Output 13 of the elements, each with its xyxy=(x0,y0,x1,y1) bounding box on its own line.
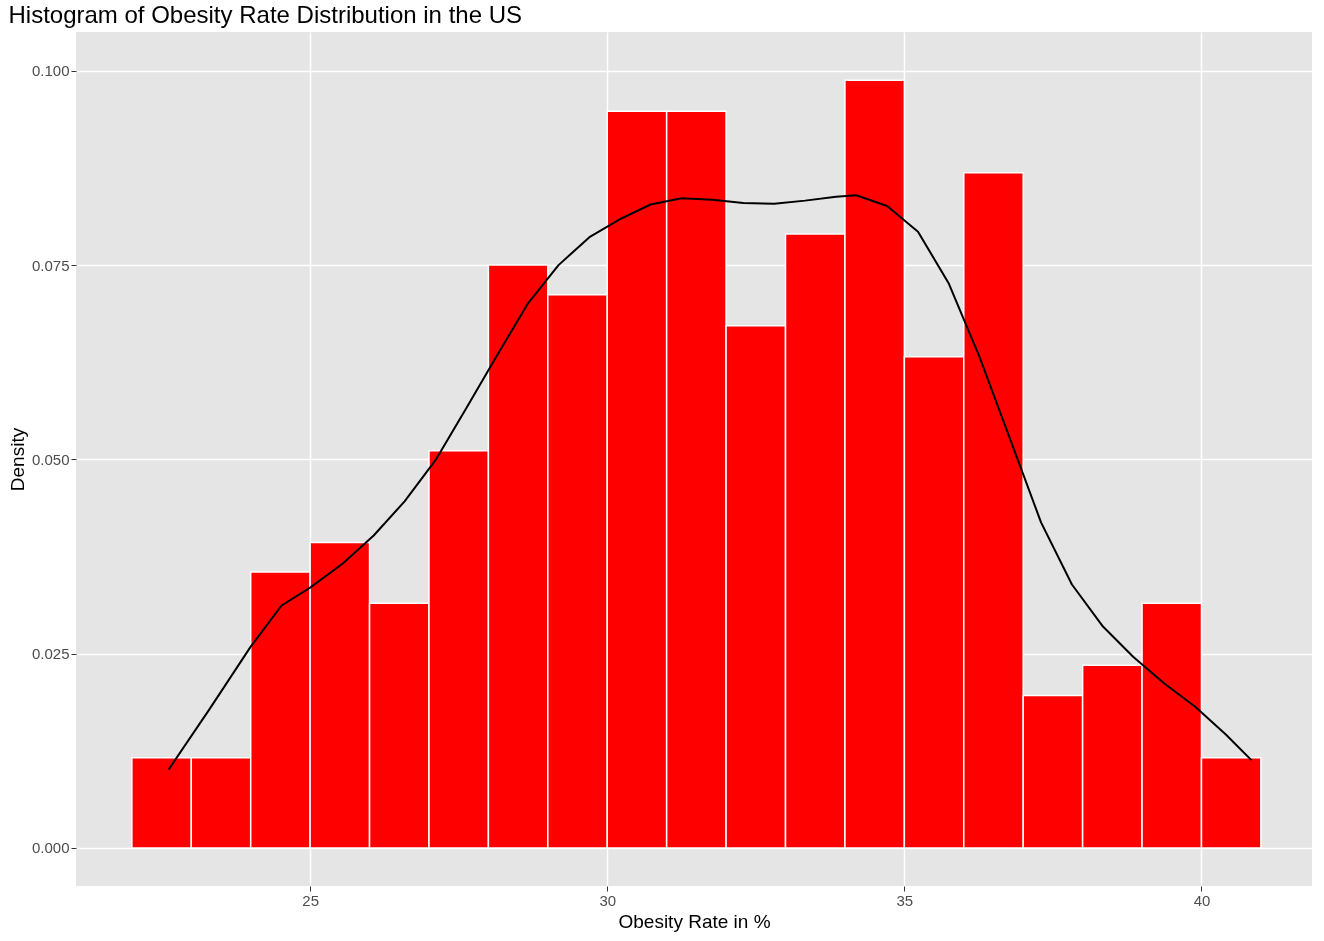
x-tick-label: 40 xyxy=(1193,891,1211,909)
x-tick-label: 25 xyxy=(302,891,319,909)
y-tick-label: 0.075 xyxy=(31,256,70,274)
y-tick-label: 0.000 xyxy=(31,839,70,857)
line-series xyxy=(167,194,1253,771)
y-tick-label: 0.100 xyxy=(31,62,70,80)
x-tick-label: 30 xyxy=(599,891,617,909)
y-axis-title: Density xyxy=(6,427,28,492)
x-tick-label: 35 xyxy=(896,891,914,909)
chart-title: Histogram of Obesity Rate Distribution in the US xyxy=(8,1,523,28)
y-tick-label: 0.025 xyxy=(31,645,70,663)
x-axis-title: Obesity Rate in % xyxy=(618,910,771,932)
y-tick-label: 0.050 xyxy=(31,450,70,468)
